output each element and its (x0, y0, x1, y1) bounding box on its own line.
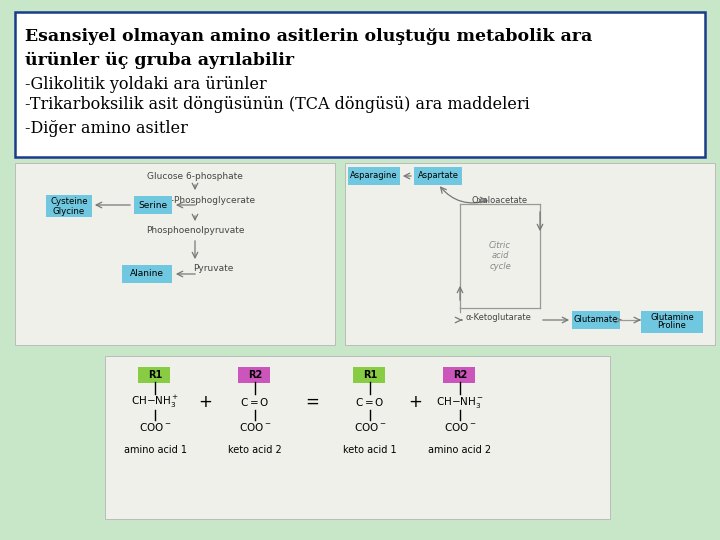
FancyBboxPatch shape (353, 367, 385, 383)
Text: Asparagine: Asparagine (350, 172, 398, 180)
FancyBboxPatch shape (345, 163, 715, 345)
Text: C$=$O: C$=$O (355, 396, 384, 408)
Text: R2: R2 (248, 370, 262, 380)
FancyBboxPatch shape (238, 367, 270, 383)
FancyBboxPatch shape (122, 265, 172, 283)
Text: -Glikolitik yoldaki ara ürünler: -Glikolitik yoldaki ara ürünler (25, 76, 266, 93)
Text: α-Ketoglutarate: α-Ketoglutarate (465, 313, 531, 322)
Text: keto acid 1: keto acid 1 (343, 445, 397, 455)
FancyBboxPatch shape (46, 195, 92, 217)
FancyBboxPatch shape (443, 367, 475, 383)
Text: R1: R1 (148, 370, 162, 380)
Text: keto acid 2: keto acid 2 (228, 445, 282, 455)
Text: ürünler üç gruba ayrılabilir: ürünler üç gruba ayrılabilir (25, 52, 294, 69)
Text: Glutamine: Glutamine (650, 313, 694, 321)
Text: =: = (305, 393, 319, 411)
Text: Cysteine: Cysteine (50, 198, 88, 206)
Text: Glucose 6-phosphate: Glucose 6-phosphate (147, 172, 243, 181)
Text: C$=$O: C$=$O (240, 396, 270, 408)
Text: Serine: Serine (138, 200, 168, 210)
Text: R1: R1 (363, 370, 377, 380)
Text: -Diğer amino asitler: -Diğer amino asitler (25, 120, 188, 137)
Text: Pyruvate: Pyruvate (193, 264, 233, 273)
FancyBboxPatch shape (572, 311, 620, 329)
Text: Esansiyel olmayan amino asitlerin oluştuğu metabolik ara: Esansiyel olmayan amino asitlerin oluştu… (25, 28, 593, 45)
FancyBboxPatch shape (105, 356, 610, 519)
Text: Alanine: Alanine (130, 269, 164, 279)
Text: R2: R2 (453, 370, 467, 380)
Text: 3-Phosphoglycerate: 3-Phosphoglycerate (165, 196, 255, 205)
Text: -Trikarboksilik asit döngüsünün (TCA döngüsü) ara maddeleri: -Trikarboksilik asit döngüsünün (TCA dön… (25, 96, 530, 113)
FancyBboxPatch shape (15, 163, 335, 345)
Text: amino acid 2: amino acid 2 (428, 445, 492, 455)
Text: COO$^-$: COO$^-$ (139, 421, 171, 433)
Text: Phosphoenolpyruvate: Phosphoenolpyruvate (145, 226, 244, 235)
Text: COO$^-$: COO$^-$ (354, 421, 386, 433)
Text: amino acid 1: amino acid 1 (124, 445, 186, 455)
FancyBboxPatch shape (414, 167, 462, 185)
Text: Citric
acid
cycle: Citric acid cycle (489, 241, 511, 271)
Text: +: + (198, 393, 212, 411)
Text: +: + (408, 393, 422, 411)
Text: COO$^-$: COO$^-$ (239, 421, 271, 433)
FancyBboxPatch shape (15, 12, 705, 157)
Text: Aspartate: Aspartate (418, 172, 459, 180)
Text: COO$^-$: COO$^-$ (444, 421, 476, 433)
Text: CH$-$NH$_3^-$: CH$-$NH$_3^-$ (436, 395, 484, 409)
FancyBboxPatch shape (348, 167, 400, 185)
FancyBboxPatch shape (138, 367, 170, 383)
Text: Glutamate: Glutamate (574, 315, 618, 325)
Text: Oxaloacetate: Oxaloacetate (472, 196, 528, 205)
FancyBboxPatch shape (641, 311, 703, 333)
Text: CH$-$NH$_3^+$: CH$-$NH$_3^+$ (131, 394, 179, 410)
Text: Proline: Proline (657, 321, 686, 330)
FancyBboxPatch shape (134, 196, 172, 214)
Text: Glycine: Glycine (53, 206, 85, 215)
